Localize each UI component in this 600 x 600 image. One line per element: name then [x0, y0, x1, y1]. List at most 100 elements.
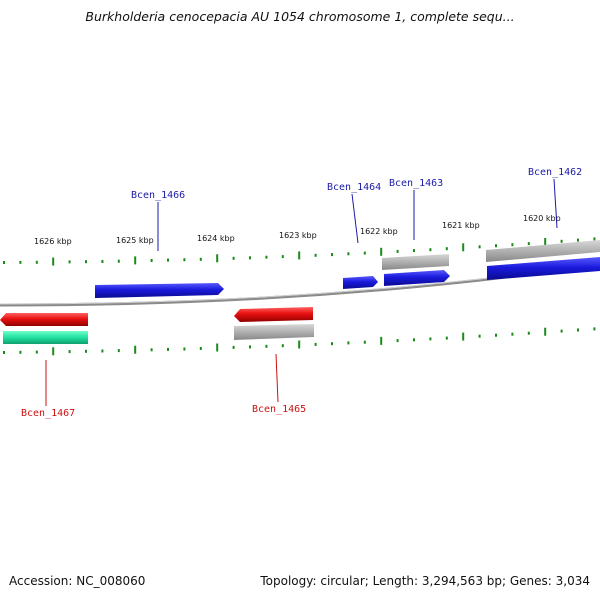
minor-tick [527, 242, 530, 246]
minor-tick [593, 237, 596, 241]
label-bcen-1466[interactable]: Bcen_1466 [131, 190, 185, 201]
minor-tick [577, 328, 579, 332]
minor-tick [117, 349, 120, 353]
minor-tick [314, 342, 317, 346]
minor-tick [445, 336, 448, 340]
minor-tick [265, 344, 268, 348]
feature-grey-1462[interactable] [486, 240, 600, 262]
minor-tick [232, 345, 235, 349]
minor-tick [19, 260, 22, 264]
minor-tick [3, 351, 5, 354]
major-tick [380, 247, 383, 256]
minor-tick [85, 349, 87, 353]
minor-tick [478, 245, 481, 249]
feature-grey-1463[interactable] [382, 254, 449, 270]
minor-tick [314, 253, 317, 257]
minor-tick [281, 255, 284, 259]
minor-tick [183, 258, 186, 262]
gene-bcen-1467-rna[interactable] [3, 331, 88, 344]
label-bcen-1463[interactable]: Bcen_1463 [389, 178, 443, 189]
major-tick [134, 345, 137, 354]
page-title: Burkholderia cenocepacia AU 1054 chromos… [85, 9, 515, 24]
lower-scale-ticks [3, 327, 596, 356]
minor-tick [167, 258, 169, 262]
minor-tick [593, 327, 596, 331]
label-bcen-1467[interactable]: Bcen_1467 [21, 408, 75, 419]
minor-tick [68, 350, 71, 354]
minor-tick [150, 259, 153, 262]
minor-tick [495, 333, 497, 337]
label-bcen-1464[interactable]: Bcen_1464 [327, 182, 381, 193]
major-tick [134, 256, 137, 265]
scale-label-1625: 1625 kbp [116, 236, 154, 245]
leader-bcen-1464 [351, 193, 359, 244]
major-tick [216, 254, 219, 263]
topology-text: Topology: circular; Length: 3,294,563 bp… [260, 574, 590, 588]
minor-tick [101, 349, 104, 353]
minor-tick [495, 244, 497, 248]
minor-tick [413, 338, 415, 342]
minor-tick [101, 260, 104, 263]
major-tick [52, 347, 55, 356]
minor-tick [413, 249, 415, 253]
gene-bcen-1464[interactable] [343, 276, 378, 289]
minor-tick [429, 248, 432, 252]
minor-tick [167, 347, 169, 351]
feature-grey-1465[interactable] [234, 324, 314, 340]
minor-tick [150, 348, 153, 352]
gene-bcen-1463[interactable] [384, 270, 450, 286]
major-tick [462, 243, 465, 252]
minor-tick [363, 340, 366, 344]
minor-tick [232, 256, 235, 260]
gene-bcen-1466[interactable] [95, 283, 224, 298]
major-tick [544, 238, 547, 246]
minor-tick [68, 260, 71, 264]
accession-text: Accession: NC_008060 [9, 574, 146, 588]
minor-tick [396, 249, 399, 253]
minor-tick [199, 347, 202, 350]
scale-label-1622: 1622 kbp [360, 227, 398, 236]
minor-tick [577, 238, 579, 242]
minor-tick [265, 255, 268, 259]
minor-tick [445, 247, 448, 251]
minor-tick [560, 329, 563, 333]
scale-label-1621: 1621 kbp [442, 221, 480, 230]
minor-tick [183, 347, 186, 351]
minor-tick [511, 332, 514, 336]
minor-tick [249, 256, 251, 260]
minor-tick [19, 350, 22, 354]
scale-label-1624: 1624 kbp [197, 234, 235, 243]
major-tick [298, 340, 301, 349]
scale-label-1623: 1623 kbp [279, 231, 317, 240]
scale-label-1620: 1620 kbp [523, 214, 561, 223]
gene-bcen-1465[interactable] [234, 307, 313, 322]
minor-tick [85, 260, 87, 264]
minor-tick [347, 341, 350, 345]
minor-tick [331, 342, 333, 346]
minor-tick [117, 259, 120, 263]
leader-bcen-1465 [275, 353, 279, 403]
label-bcen-1462[interactable]: Bcen_1462 [528, 167, 582, 178]
major-tick [298, 251, 301, 260]
minor-tick [199, 257, 202, 261]
gene-bcen-1467[interactable] [0, 313, 88, 326]
minor-tick [281, 344, 284, 348]
minor-tick [396, 339, 399, 343]
minor-tick [511, 243, 514, 247]
minor-tick [35, 260, 38, 264]
label-bcen-1465[interactable]: Bcen_1465 [252, 404, 306, 415]
minor-tick [429, 337, 432, 341]
minor-tick [331, 253, 333, 257]
major-tick [380, 336, 383, 345]
upper-scale-ticks [3, 237, 596, 266]
gene-bcen-1462[interactable] [487, 257, 600, 280]
minor-tick [35, 350, 38, 354]
major-tick [462, 332, 465, 341]
major-tick [216, 343, 219, 352]
minor-tick [560, 239, 563, 243]
leader-bcen-1462 [553, 178, 558, 229]
minor-tick [527, 331, 530, 335]
major-tick [544, 327, 547, 336]
minor-tick [478, 334, 481, 338]
